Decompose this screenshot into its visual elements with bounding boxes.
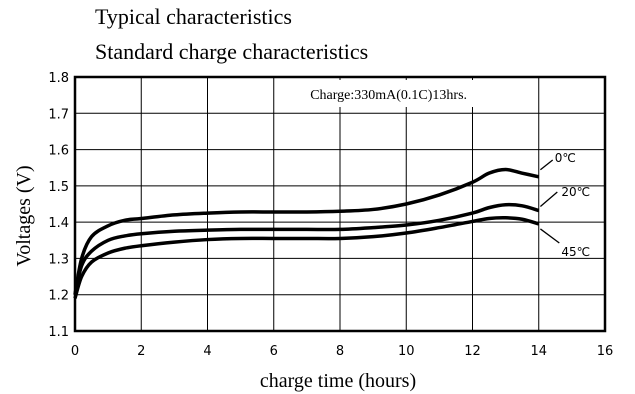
series-group	[73, 167, 540, 299]
series-label-2: 45℃	[561, 245, 590, 259]
x-tick-label-5: 10	[398, 344, 415, 359]
series-label-0: 0℃	[555, 151, 576, 165]
y-tick-label-0: 1.1	[48, 325, 69, 340]
series-line-0	[73, 167, 540, 296]
y-tick-label-1: 1.2	[48, 289, 69, 304]
series-label-leader-2	[540, 228, 560, 244]
header-title: Typical characteristics	[95, 4, 292, 29]
annotation-box	[285, 80, 536, 107]
grid	[75, 77, 605, 331]
series-line-2	[73, 216, 540, 299]
series-line-1	[73, 202, 540, 296]
x-tick-label-0: 0	[71, 344, 79, 359]
x-tick-label-1: 2	[137, 344, 145, 359]
y-tick-label-5: 1.6	[48, 144, 69, 159]
y-tick-label-2: 1.3	[48, 252, 69, 267]
chart-title: Standard charge characteristics	[95, 39, 369, 64]
x-tick-label-2: 4	[203, 344, 211, 359]
x-tick-label-7: 14	[530, 344, 547, 359]
series-label-leader-1	[539, 191, 558, 208]
tick-labels: 0 2 4 6 8 10 12 14 16 1.1 1.2 1.3 1.4 1.5 1.6 1.7 1.8	[48, 71, 613, 359]
plot-frame	[73, 75, 607, 333]
series-labels: 0℃ 20℃ 45℃	[539, 151, 590, 259]
y-tick-label-3: 1.4	[48, 216, 69, 231]
annotation-text: Charge:330mA(0.1C)13hrs.	[310, 88, 467, 103]
x-axis-label: charge time (hours)	[260, 370, 416, 392]
x-tick-label-6: 12	[464, 344, 481, 359]
x-tick-label-4: 8	[336, 344, 344, 359]
y-tick-label-6: 1.7	[48, 107, 69, 122]
y-tick-label-4: 1.5	[48, 180, 69, 195]
series-label-leader-0	[540, 159, 554, 171]
x-tick-label-8: 16	[597, 344, 614, 359]
y-tick-label-7: 1.8	[48, 71, 69, 86]
x-tick-label-3: 6	[270, 344, 278, 359]
y-axis-label: Voltages (V)	[13, 165, 35, 266]
series-label-1: 20℃	[561, 185, 590, 199]
